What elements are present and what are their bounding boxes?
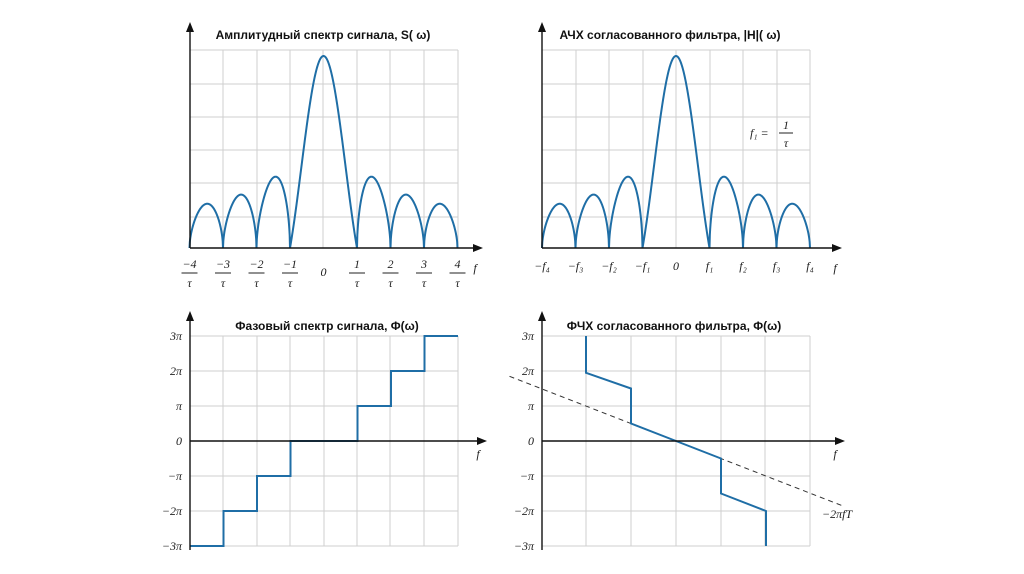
- y-tick-label: −π: [168, 469, 183, 483]
- y-tick-label: −π: [520, 469, 535, 483]
- x-axis-label: f: [473, 261, 478, 275]
- filter-amplitude-response-chart: АЧХ согласованного фильтра, |H|( ω) f −f…: [534, 22, 842, 275]
- x-axis-label: f: [833, 261, 838, 275]
- linear-phase-label: −2πfT: [822, 507, 853, 521]
- x-tick-label: −f₄: [534, 259, 550, 273]
- x-tick-label: −f₁: [635, 259, 651, 273]
- x-axis-label: f: [476, 447, 481, 461]
- y-tick-label: 2π: [170, 364, 183, 378]
- y-tick-label: π: [176, 399, 183, 413]
- phase-spectrum-chart: Фазовый спектр сигнала, Φ(ω) f 3π 2π π 0 −π −…: [162, 311, 487, 553]
- y-tick-labels: 3π 2π π 0 −π −2π −3π: [162, 329, 183, 553]
- y-tick-label: 2π: [522, 364, 535, 378]
- x-tick-numerator: 2: [388, 257, 394, 271]
- x-tick-label: f₄: [806, 259, 814, 273]
- x-tick-denominator: τ: [388, 276, 393, 290]
- x-tick-numerator: 3: [420, 257, 427, 271]
- y-tick-label: 3π: [521, 329, 535, 343]
- amplitude-spectrum-chart: Амплитудный спектр сигнала, S( ω) f −4τ−…: [181, 22, 483, 290]
- chart-title: ФЧХ согласованного фильтра, Φ(ω): [567, 319, 781, 333]
- x-tick-label: −f₃: [568, 259, 584, 273]
- chart-title: Фазовый спектр сигнала, Φ(ω): [235, 319, 418, 333]
- amplitude-response-curve: [541, 54, 811, 249]
- y-tick-labels: 3π 2π π 0 −π −2π −3π: [514, 329, 535, 553]
- x-tick-denominator: τ: [221, 276, 226, 290]
- annotation-lhs: f₁ =: [750, 126, 769, 140]
- annotation-denominator: τ: [784, 136, 789, 150]
- y-tick-label: −2π: [162, 504, 183, 518]
- filter-phase-response-chart: ФЧХ согласованного фильтра, Φ(ω) f 3π 2π π…: [509, 311, 853, 553]
- y-tick-label: −2π: [514, 504, 535, 518]
- y-tick-label: π: [528, 399, 535, 413]
- x-tick-label: f₃: [773, 259, 781, 273]
- linear-phase-line: [509, 375, 843, 507]
- x-tick-label: −f₂: [601, 259, 617, 273]
- x-tick-numerator: −1: [283, 257, 297, 271]
- y-tick-label: −3π: [514, 539, 535, 553]
- x-tick-numerator: −3: [216, 257, 230, 271]
- x-tick-numerator: 4: [455, 257, 461, 271]
- x-tick-numerator: 1: [354, 257, 360, 271]
- x-tick-denominator: τ: [455, 276, 460, 290]
- y-tick-label: 3π: [169, 329, 183, 343]
- chart-title: АЧХ согласованного фильтра, |H|( ω): [560, 28, 781, 42]
- x-tick-denominator: τ: [187, 276, 192, 290]
- x-tick-label: 0: [673, 259, 679, 273]
- y-tick-label: −3π: [162, 539, 183, 553]
- grid: [189, 49, 459, 248]
- x-tick-labels: −4 τ −3 τ −2 τ −1 τ 0 1 τ 2 τ 3 τ 4 τ: [181, 257, 466, 290]
- x-tick-numerator: −2: [249, 257, 263, 271]
- x-tick-label: f₂: [739, 259, 747, 273]
- amplitude-curve: [188, 54, 459, 249]
- annotation-numerator: 1: [783, 118, 789, 132]
- x-tick-denominator: τ: [254, 276, 259, 290]
- x-tick-denominator: τ: [422, 276, 427, 290]
- x-axis-label: f: [833, 447, 838, 461]
- y-tick-label: 0: [176, 434, 182, 448]
- f1-annotation: f₁ = 1 τ: [750, 118, 793, 150]
- grid: [541, 49, 811, 248]
- x-tick-labels: −f₄ −f₃ −f₂ −f₁ 0 f₁ f₂ f₃ f₄: [534, 259, 814, 273]
- chart-title: Амплитудный спектр сигнала, S( ω): [216, 28, 431, 42]
- x-tick-label: f₁: [706, 259, 714, 273]
- y-tick-label: 0: [528, 434, 534, 448]
- x-tick-denominator: τ: [355, 276, 360, 290]
- x-tick-numerator: −4: [182, 257, 196, 271]
- x-tick-label: 0: [321, 265, 327, 279]
- x-tick-denominator: τ: [288, 276, 293, 290]
